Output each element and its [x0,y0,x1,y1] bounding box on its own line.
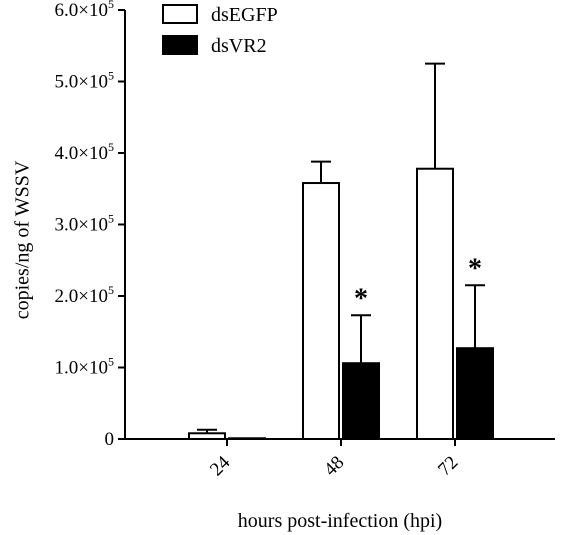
significance-mark: * [468,253,482,284]
x-tick-label: 24 [206,452,235,481]
x-tick-label: 48 [320,452,348,480]
bar-dsEGFP-72 [416,167,454,440]
legend-label-dsEGFP: dsEGFP [211,4,278,26]
x-axis: 24 48 72 [125,438,555,481]
y-tick-label: 1.0×105 [55,355,114,379]
y-axis-title: copies/ng of WSSV [12,160,34,319]
y-tick-exponent: 5 [108,212,114,226]
y-axis: 0 1.0×105 2.0×105 3.0×105 4.0×105 5.0×105 6.0×… [55,0,126,450]
y-tick-exponent: 5 [108,355,114,369]
y-tick-exponent: 5 [108,69,114,83]
y-tick-label: 3.0×105 [55,212,114,236]
legend-swatch-dsEGFP [162,4,198,24]
x-axis-title: hours post-infection (hpi) [238,510,442,532]
legend: dsEGFP dsVR2 [162,4,278,57]
legend-label-dsVR2: dsVR2 [211,35,267,57]
y-tick-exponent: 5 [108,0,114,11]
x-tick-label: 72 [434,452,462,480]
plot-area: ** [188,62,494,441]
y-tick-label: 6.0×105 [55,0,114,21]
y-tick-label: 0 [105,429,115,450]
y-tick-exponent: 5 [108,283,114,297]
y-tick-label: 2.0×105 [55,283,114,307]
significance-mark: * [354,283,368,314]
legend-swatch-dsVR2 [162,35,198,55]
y-tick-label: 5.0×105 [55,69,114,93]
y-tick-label: 4.0×105 [55,140,114,164]
bar-dsVR2-72 [456,347,494,441]
y-tick-exponent: 5 [108,140,114,154]
bar-dsEGFP-48 [302,182,340,440]
bar-dsVR2-48 [342,362,380,440]
